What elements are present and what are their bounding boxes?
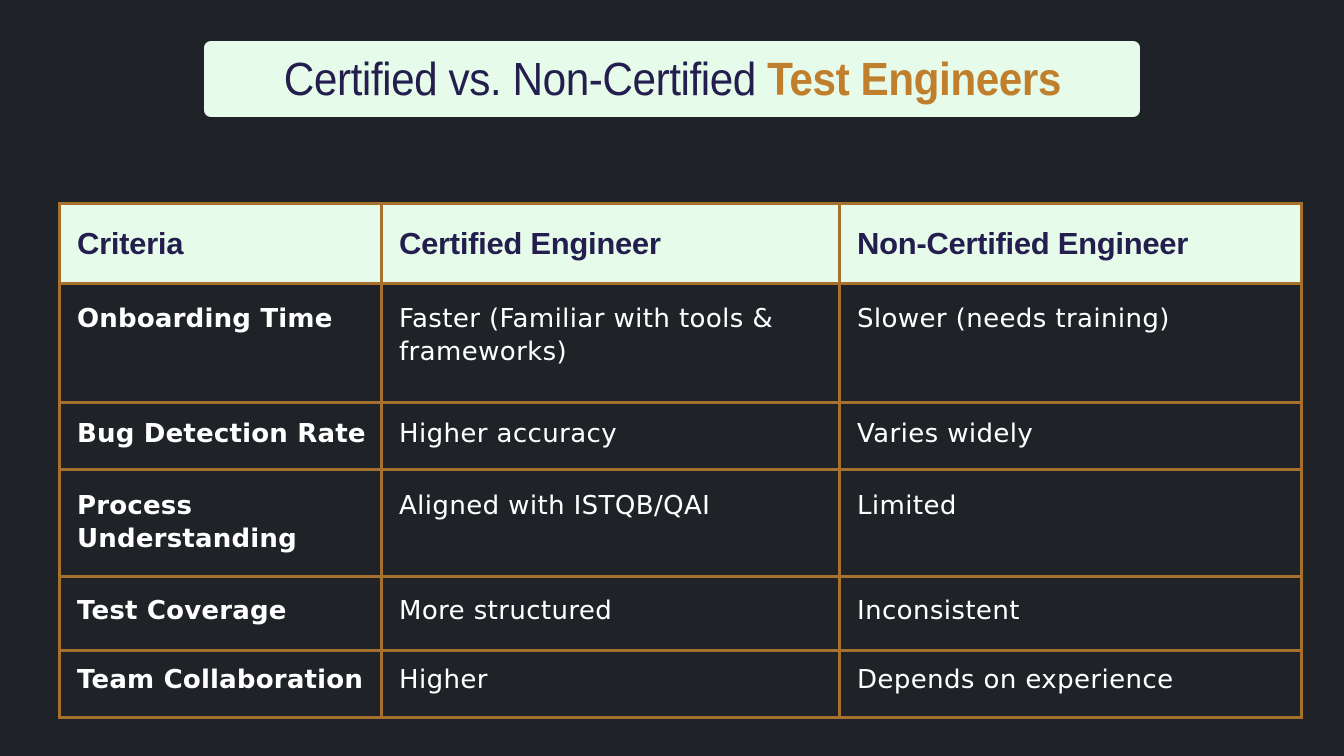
certified-cell: More structured	[380, 575, 841, 652]
table-row: Process Understanding Aligned with ISTQB…	[58, 468, 1303, 578]
criteria-cell: Onboarding Time	[58, 282, 383, 404]
table-header-row: Criteria Certified Engineer Non-Certifie…	[58, 202, 1303, 285]
criteria-cell: Team Collaboration	[58, 649, 383, 719]
certified-cell: Faster (Familiar with tools & frameworks…	[380, 282, 841, 404]
certified-cell: Higher accuracy	[380, 401, 841, 471]
non-certified-cell: Depends on experience	[838, 649, 1303, 719]
header-criteria: Criteria	[58, 202, 383, 285]
header-certified: Certified Engineer	[380, 202, 841, 285]
title-main: Certified vs. Non-Certified	[283, 53, 756, 105]
criteria-cell: Test Coverage	[58, 575, 383, 652]
certified-cell: Higher	[380, 649, 841, 719]
certified-cell: Aligned with ISTQB/QAI	[380, 468, 841, 578]
criteria-cell: Bug Detection Rate	[58, 401, 383, 471]
non-certified-cell: Inconsistent	[838, 575, 1303, 652]
page-title: Certified vs. Non-Certified Test Enginee…	[283, 52, 1061, 106]
header-non-certified: Non-Certified Engineer	[838, 202, 1303, 285]
non-certified-cell: Slower (needs training)	[838, 282, 1303, 404]
title-banner: Certified vs. Non-Certified Test Enginee…	[204, 41, 1140, 117]
table-row: Bug Detection Rate Higher accuracy Varie…	[58, 401, 1303, 471]
table-row: Onboarding Time Faster (Familiar with to…	[58, 282, 1303, 404]
criteria-cell: Process Understanding	[58, 468, 383, 578]
table-row: Test Coverage More structured Inconsiste…	[58, 575, 1303, 652]
non-certified-cell: Varies widely	[838, 401, 1303, 471]
comparison-table: Criteria Certified Engineer Non-Certifie…	[58, 202, 1303, 719]
table-row: Team Collaboration Higher Depends on exp…	[58, 649, 1303, 719]
non-certified-cell: Limited	[838, 468, 1303, 578]
title-accent: Test Engineers	[766, 53, 1061, 105]
